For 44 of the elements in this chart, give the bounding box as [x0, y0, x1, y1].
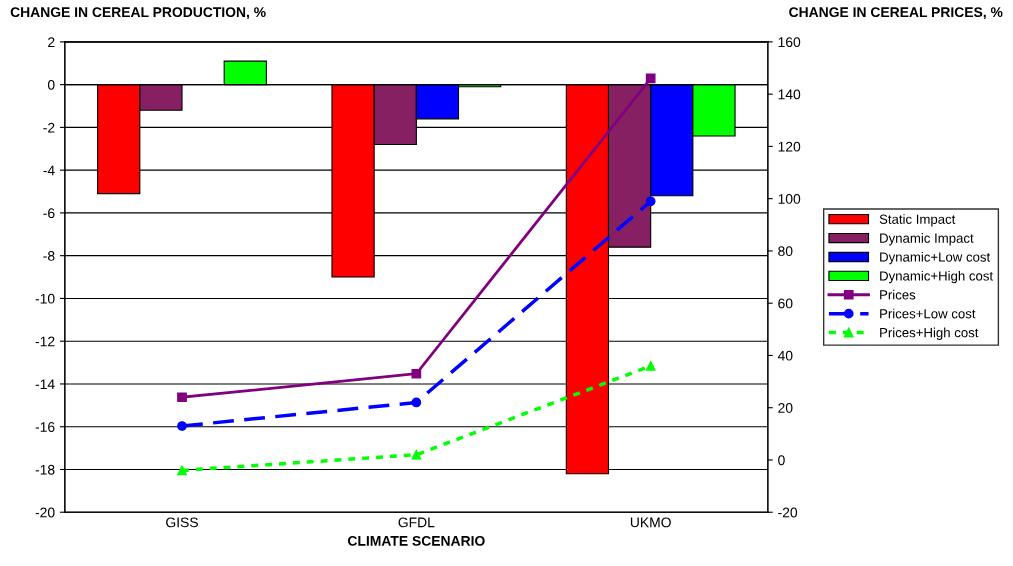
y-tick-label: -16 [35, 422, 55, 432]
legend-label: Prices+Low cost [880, 308, 976, 319]
y2-tick-label: 100 [778, 194, 801, 204]
y2-tick-label: 120 [778, 141, 801, 152]
y2-tick-label: 160 [778, 37, 801, 48]
legend-label: Dynamic+Low cost [880, 252, 991, 265]
point [645, 73, 656, 84]
y2-tick-label: 140 [778, 89, 801, 100]
legend-label: Static Impact [879, 214, 956, 227]
y-tick-label: -14 [35, 379, 55, 389]
y2-tick-label: 40 [777, 350, 793, 361]
y-tick-label: -4 [43, 165, 55, 176]
point [411, 368, 422, 379]
point [645, 361, 656, 371]
x-tick-label: GISS [166, 517, 198, 528]
legend-label: Prices+High cost [880, 327, 979, 340]
y2-tick-label: 80 [778, 246, 793, 257]
point [411, 397, 422, 408]
y-tick-label: -10 [35, 293, 55, 304]
y2-tick-label: 20 [778, 403, 793, 413]
x-tick-label: UKMO [630, 517, 671, 528]
point [177, 421, 187, 431]
y2-tick-label: 60 [778, 298, 793, 309]
y2-axis-title: CHANGE IN CEREAL PRICES, % [789, 7, 1003, 20]
legend-label: Dynamic Impact [880, 233, 974, 246]
point [177, 392, 187, 403]
y-tick-label: 0 [47, 79, 55, 90]
y-axis-title: CHANGE IN CEREAL PRODUCTION, % [10, 7, 266, 20]
y-tick-label: 2 [48, 37, 55, 47]
y2-tick-label: -20 [778, 507, 798, 518]
point [645, 196, 656, 207]
legend-label: Prices [880, 289, 916, 300]
x-axis-title: CLIMATE SCENARIO [347, 535, 485, 546]
y2-tick-label: 0 [778, 455, 785, 466]
point [411, 449, 422, 460]
y-tick-label: -20 [35, 507, 55, 518]
y-tick-label: -8 [43, 251, 55, 261]
point [177, 465, 187, 476]
y-tick-label: -18 [35, 464, 55, 475]
y-tick-label: -6 [43, 208, 55, 219]
x-tick-label: GFDL [398, 517, 435, 528]
legend-label: Dynamic+High cost [880, 270, 994, 284]
y-tick-label: -12 [35, 336, 55, 347]
y-tick-label: -2 [43, 122, 55, 133]
